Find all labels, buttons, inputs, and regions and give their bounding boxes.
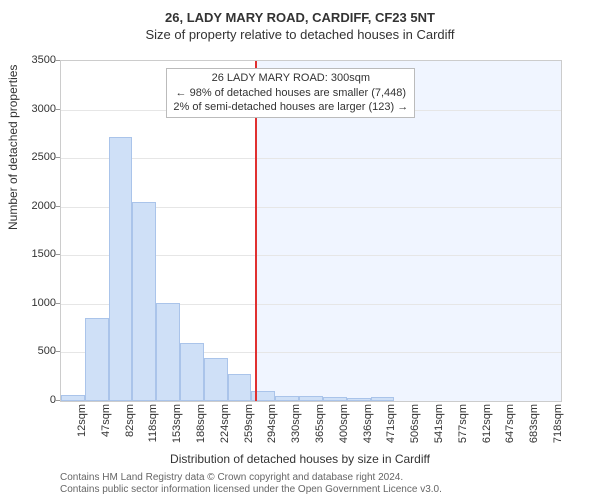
footer-line-2: Contains public sector information licen…: [60, 484, 442, 495]
annotation-line: 26 LADY MARY ROAD: 300sqm: [173, 71, 408, 86]
y-tick-mark: [55, 157, 60, 158]
x-tick-label: 12sqm: [76, 404, 88, 437]
y-tick-label: 2500: [16, 151, 56, 163]
y-tick-label: 3500: [16, 54, 56, 66]
y-tick-mark: [55, 351, 60, 352]
y-tick-mark: [55, 109, 60, 110]
x-tick-label: 294sqm: [266, 404, 278, 443]
histogram-bar: [109, 137, 133, 401]
y-tick-label: 0: [16, 394, 56, 406]
y-tick-label: 1500: [16, 248, 56, 260]
x-tick-label: 400sqm: [338, 404, 350, 443]
title-main: 26, LADY MARY ROAD, CARDIFF, CF23 5NT: [0, 0, 600, 25]
x-tick-label: 118sqm: [147, 404, 159, 442]
x-tick-label: 259sqm: [243, 404, 255, 443]
x-tick-label: 224sqm: [219, 404, 231, 443]
y-tick-mark: [55, 206, 60, 207]
histogram-bar: [299, 396, 323, 401]
x-tick-label: 47sqm: [100, 404, 112, 437]
histogram-bar: [204, 358, 228, 401]
y-tick-mark: [55, 400, 60, 401]
y-tick-label: 1000: [16, 297, 56, 309]
x-axis-label: Distribution of detached houses by size …: [0, 452, 600, 466]
x-tick-label: 718sqm: [552, 404, 564, 443]
histogram-bar: [371, 397, 395, 401]
y-tick-label: 3000: [16, 103, 56, 115]
y-tick-mark: [55, 254, 60, 255]
grid-line: [61, 158, 561, 159]
x-tick-label: 365sqm: [314, 404, 326, 443]
histogram-bar: [323, 397, 347, 401]
histogram-bar: [347, 398, 371, 401]
y-tick-label: 500: [16, 345, 56, 357]
y-tick-mark: [55, 60, 60, 61]
x-tick-label: 683sqm: [528, 404, 540, 443]
x-tick-label: 82sqm: [124, 404, 136, 437]
histogram-bar: [180, 343, 204, 401]
y-tick-mark: [55, 303, 60, 304]
x-tick-label: 436sqm: [362, 404, 374, 443]
histogram-bar: [85, 318, 109, 401]
x-tick-label: 188sqm: [195, 404, 207, 443]
annotation-line: 2% of semi-detached houses are larger (1…: [173, 100, 408, 115]
title-sub: Size of property relative to detached ho…: [0, 25, 600, 42]
x-tick-label: 577sqm: [457, 404, 469, 443]
x-tick-label: 330sqm: [290, 404, 302, 443]
x-tick-label: 541sqm: [433, 404, 445, 443]
histogram-bar: [132, 202, 156, 401]
annotation-line: ← 98% of detached houses are smaller (7,…: [173, 86, 408, 101]
footer-line-1: Contains HM Land Registry data © Crown c…: [60, 472, 403, 483]
x-tick-label: 153sqm: [171, 404, 183, 443]
y-tick-label: 2000: [16, 200, 56, 212]
histogram-bar: [228, 374, 252, 401]
x-tick-label: 647sqm: [504, 404, 516, 443]
histogram-bar: [275, 396, 299, 401]
histogram-bar: [61, 395, 85, 401]
annotation-box: 26 LADY MARY ROAD: 300sqm← 98% of detach…: [166, 68, 415, 119]
x-tick-label: 471sqm: [385, 404, 397, 443]
x-tick-label: 506sqm: [409, 404, 421, 443]
x-tick-label: 612sqm: [481, 404, 493, 443]
histogram-bar: [156, 303, 180, 401]
